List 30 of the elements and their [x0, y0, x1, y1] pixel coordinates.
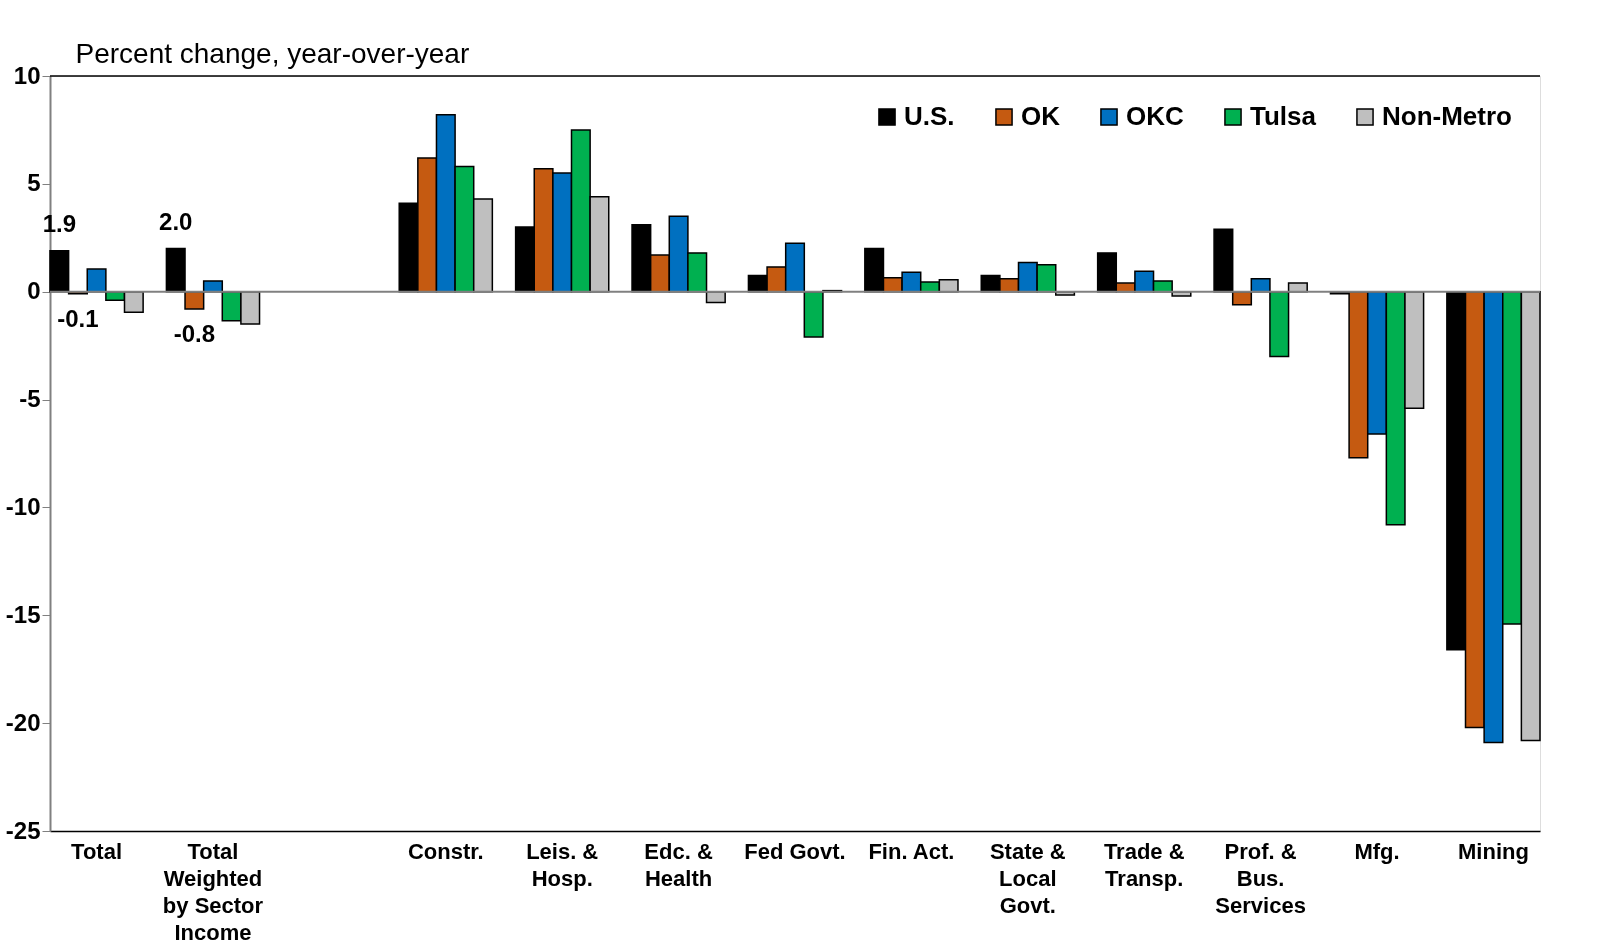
x-tick-label: Leis. & Hosp. — [526, 838, 599, 891]
y-tick-label: 0 — [27, 277, 41, 305]
x-tick-label: Total Weighted by Sector Income — [162, 838, 264, 944]
x-tick-label: Edc. & Health — [644, 838, 713, 891]
x-tick-label: Constr. — [407, 838, 484, 864]
legend-label: U.S. — [904, 101, 955, 131]
x-tick-label: Mfg. — [1354, 838, 1400, 864]
x-tick-label: Fin. Act. — [868, 838, 955, 864]
x-tick-label: Trade & Transp. — [1103, 838, 1185, 891]
x-tick-label: Total — [71, 838, 123, 864]
legend-label: Non-Metro — [1382, 101, 1512, 131]
legend-label: OK — [1021, 101, 1061, 131]
legend-label: Tulsa — [1250, 101, 1317, 131]
y-tick-label: 10 — [13, 61, 41, 89]
x-tick-label: Prof. & Bus. Services — [1215, 838, 1306, 918]
y-tick-label: -20 — [5, 708, 41, 736]
y-tick-label: -25 — [5, 816, 41, 844]
y-tick-label: -10 — [5, 492, 41, 520]
data-label: -0.8 — [173, 319, 216, 347]
data-label: 2.0 — [159, 207, 193, 235]
data-label: -0.1 — [57, 304, 99, 332]
y-tick-label: 5 — [27, 169, 41, 197]
data-label: 1.9 — [42, 209, 76, 237]
legend-label: OKC — [1126, 101, 1184, 131]
y-axis-title: Percent change, year-over-year — [75, 37, 470, 69]
x-tick-label: State & Local Govt. — [989, 838, 1066, 918]
y-tick-label: -15 — [5, 600, 41, 628]
x-tick-label: Mining — [1458, 838, 1529, 864]
y-tick-label: -5 — [19, 385, 41, 413]
x-tick-label: Fed Govt. — [744, 838, 846, 864]
